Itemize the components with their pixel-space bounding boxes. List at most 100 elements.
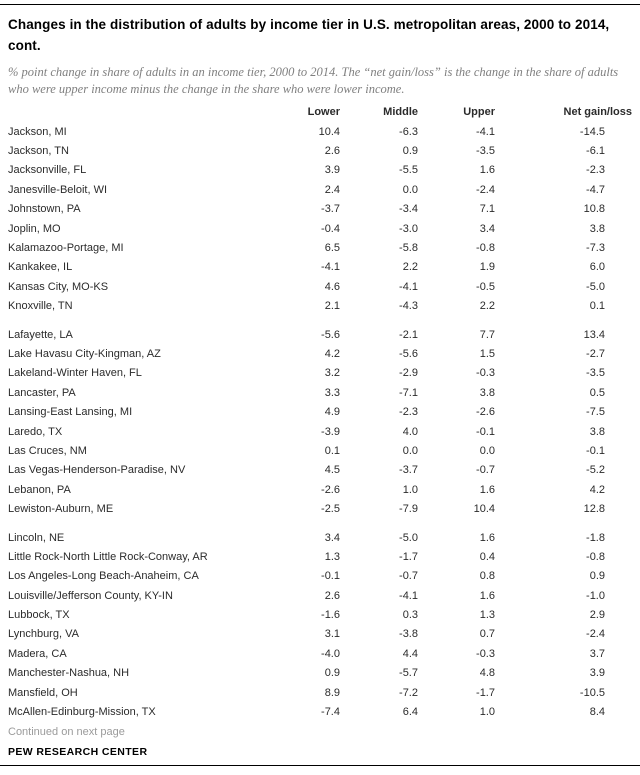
value-cell-net-gain-loss: -4.7 xyxy=(586,183,605,196)
value-cell-net-gain-loss: 2.9 xyxy=(589,609,605,622)
value-cell-middle: 4.0 xyxy=(402,425,418,438)
value-cell-middle: -4.1 xyxy=(399,280,418,293)
value-cell-upper: -0.1 xyxy=(476,425,495,438)
table-row: Lincoln, NE 3.4 -5.0 1.6 -1.8 xyxy=(8,528,632,547)
value-cell-lower: -3.9 xyxy=(321,425,340,438)
table-row: Lafayette, LA -5.6 -2.1 7.7 13.4 xyxy=(8,325,632,344)
value-cell-net-gain-loss: -2.4 xyxy=(586,628,605,641)
value-cell-middle: -5.7 xyxy=(399,667,418,680)
value-cell-middle: -7.2 xyxy=(399,686,418,699)
value-cell-lower: 8.9 xyxy=(324,686,340,699)
table-row: Lebanon, PA -2.6 1.0 1.6 4.2 xyxy=(8,480,632,499)
table-row: Las Cruces, NM 0.1 0.0 0.0 -0.1 xyxy=(8,441,632,460)
metro-name-cell: Jackson, TN xyxy=(8,145,69,158)
value-cell-upper: 0.0 xyxy=(479,444,495,457)
group-spacer-cell xyxy=(8,316,632,325)
column-header-metro xyxy=(8,102,238,122)
table-row: Lubbock, TX -1.6 0.3 1.3 2.9 xyxy=(8,605,632,624)
value-cell-lower: -4.1 xyxy=(321,261,340,274)
table-row: Knoxville, TN 2.1 -4.3 2.2 0.1 xyxy=(8,297,632,316)
value-cell-upper: 0.4 xyxy=(479,550,495,563)
value-cell-upper: 3.8 xyxy=(479,386,495,399)
value-cell-net-gain-loss: -10.5 xyxy=(579,686,605,699)
value-cell-upper: -0.5 xyxy=(476,280,495,293)
value-cell-upper: 1.6 xyxy=(479,589,495,602)
value-cell-lower: -5.6 xyxy=(321,328,340,341)
value-cell-upper: 4.8 xyxy=(479,667,495,680)
value-cell-upper: 3.4 xyxy=(479,222,495,235)
value-cell-net-gain-loss: 12.8 xyxy=(583,503,605,516)
value-cell-upper: 1.9 xyxy=(479,261,495,274)
table-row: Lansing-East Lansing, MI 4.9 -2.3 -2.6 -7.5 xyxy=(8,402,632,421)
value-cell-lower: -2.5 xyxy=(321,503,340,516)
metro-name-cell: Lincoln, NE xyxy=(8,531,65,544)
value-cell-lower: 3.1 xyxy=(324,628,340,641)
value-cell-middle: -0.7 xyxy=(399,570,418,583)
value-cell-net-gain-loss: 4.2 xyxy=(589,483,605,496)
metro-name-cell: Lakeland-Winter Haven, FL xyxy=(8,367,142,380)
value-cell-net-gain-loss: 3.7 xyxy=(589,647,605,660)
value-cell-lower: 2.6 xyxy=(324,145,340,158)
metro-name-cell: Little Rock-North Little Rock-Conway, AR xyxy=(8,550,208,563)
value-cell-lower: 4.6 xyxy=(324,280,340,293)
bottom-divider xyxy=(0,765,640,766)
table-row: Jacksonville, FL 3.9 -5.5 1.6 -2.3 xyxy=(8,161,632,180)
value-cell-upper: 10.4 xyxy=(473,503,495,516)
metro-name-cell: Joplin, MO xyxy=(8,222,61,235)
metro-name-cell: Knoxville, TN xyxy=(8,300,73,313)
value-cell-net-gain-loss: -2.3 xyxy=(586,164,605,177)
value-cell-net-gain-loss: -0.1 xyxy=(586,444,605,457)
metro-name-cell: Lancaster, PA xyxy=(8,386,76,399)
table-row: Louisville/Jefferson County, KY-IN 2.6 -4.… xyxy=(8,586,632,605)
metro-name-cell: Manchester-Nashua, NH xyxy=(8,667,130,680)
income-tier-change-table: Lower Middle Upper Net gain/loss Jackson… xyxy=(8,102,632,722)
metro-name-cell: Las Vegas-Henderson-Paradise, NV xyxy=(8,464,186,477)
value-cell-middle: -5.5 xyxy=(399,164,418,177)
value-cell-middle: -7.1 xyxy=(399,386,418,399)
column-header-lower: Lower xyxy=(307,106,340,118)
value-cell-upper: 0.8 xyxy=(479,570,495,583)
group-spacer-cell xyxy=(8,519,632,528)
metro-name-cell: Johnstown, PA xyxy=(8,203,81,216)
metro-name-cell: Lafayette, LA xyxy=(8,328,73,341)
value-cell-middle: -3.7 xyxy=(399,464,418,477)
value-cell-lower: -3.7 xyxy=(321,203,340,216)
value-cell-middle: -2.3 xyxy=(399,406,418,419)
value-cell-upper: 1.3 xyxy=(479,609,495,622)
metro-name-cell: Lubbock, TX xyxy=(8,609,70,622)
value-cell-middle: 2.2 xyxy=(402,261,418,274)
value-cell-upper: 1.0 xyxy=(479,706,495,719)
value-cell-net-gain-loss: -1.8 xyxy=(586,531,605,544)
table-row: Lewiston-Auburn, ME -2.5 -7.9 10.4 12.8 xyxy=(8,499,632,518)
value-cell-net-gain-loss: -0.8 xyxy=(586,550,605,563)
metro-name-cell: Lebanon, PA xyxy=(8,483,71,496)
value-cell-lower: 3.9 xyxy=(324,164,340,177)
value-cell-lower: 6.5 xyxy=(324,242,340,255)
value-cell-lower: 3.3 xyxy=(324,386,340,399)
value-cell-lower: 0.1 xyxy=(324,444,340,457)
metro-name-cell: Kalamazoo-Portage, MI xyxy=(8,242,124,255)
value-cell-upper: 0.7 xyxy=(479,628,495,641)
value-cell-upper: -4.1 xyxy=(476,125,495,138)
value-cell-net-gain-loss: -2.7 xyxy=(586,347,605,360)
value-cell-net-gain-loss: 3.9 xyxy=(589,667,605,680)
metro-name-cell: McAllen-Edinburg-Mission, TX xyxy=(8,706,156,719)
value-cell-net-gain-loss: -1.0 xyxy=(586,589,605,602)
value-cell-upper: -1.7 xyxy=(476,686,495,699)
table-row: Los Angeles-Long Beach-Anaheim, CA -0.1 -0… xyxy=(8,567,632,586)
value-cell-lower: -2.6 xyxy=(321,483,340,496)
value-cell-lower: 10.4 xyxy=(318,125,340,138)
table-row: Lake Havasu City-Kingman, AZ 4.2 -5.6 1.5 -2… xyxy=(8,344,632,363)
value-cell-upper: -0.3 xyxy=(476,367,495,380)
value-cell-net-gain-loss: 3.8 xyxy=(589,222,605,235)
table-row: Lancaster, PA 3.3 -7.1 3.8 0.5 xyxy=(8,383,632,402)
table-row: Lakeland-Winter Haven, FL 3.2 -2.9 -0.3 -3.5 xyxy=(8,364,632,383)
value-cell-middle: 0.3 xyxy=(402,609,418,622)
table-header-row: Lower Middle Upper Net gain/loss xyxy=(8,102,632,122)
value-cell-net-gain-loss: 8.4 xyxy=(589,706,605,719)
metro-name-cell: Lansing-East Lansing, MI xyxy=(8,406,133,419)
value-cell-middle: -7.9 xyxy=(399,503,418,516)
value-cell-net-gain-loss: -3.5 xyxy=(586,367,605,380)
page-subtitle: % point change in share of adults in an … xyxy=(8,65,619,96)
value-cell-net-gain-loss: -5.0 xyxy=(586,280,605,293)
